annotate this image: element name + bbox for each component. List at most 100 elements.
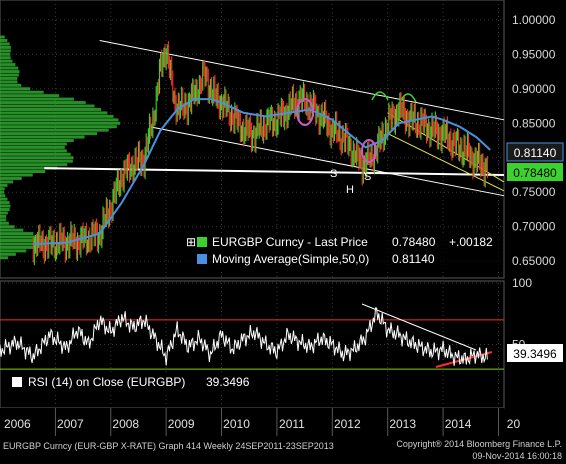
volume-profile-bar bbox=[0, 239, 47, 243]
rsi-y-tick: 100 bbox=[512, 276, 532, 290]
x-tick-label: 2008 bbox=[112, 417, 139, 431]
volume-profile-bar bbox=[0, 211, 8, 215]
x-axis: 2006 2007 2008 2009 2010 2011 2012 2013 2014 20 bbox=[0, 408, 520, 436]
head-label: H bbox=[346, 184, 354, 196]
volume-profile-bar bbox=[0, 107, 102, 111]
price-legend-bg bbox=[183, 233, 503, 271]
rsi-line bbox=[0, 307, 488, 366]
volume-profile bbox=[0, 35, 120, 260]
volume-profile-bar bbox=[0, 204, 11, 208]
highlight-ellipses bbox=[296, 98, 377, 163]
x-tick-label: 2013 bbox=[389, 417, 416, 431]
volume-profile-bar bbox=[0, 83, 22, 87]
last-price-badge: 0.81140 0.78480 bbox=[506, 142, 564, 181]
moving-average-line bbox=[33, 98, 491, 245]
legend-collapse-icon[interactable]: ⊞ bbox=[186, 235, 196, 249]
volume-profile-bar bbox=[0, 35, 5, 39]
volume-profile-bar bbox=[0, 56, 11, 60]
price-legend: ⊞ EURGBP Curncy - Last Price 0.78480 +.0… bbox=[183, 233, 503, 271]
volume-profile-bar bbox=[0, 187, 5, 191]
volume-profile-bar bbox=[0, 145, 65, 149]
volume-profile-bar bbox=[0, 156, 74, 160]
legend-ma-swatch bbox=[197, 254, 207, 264]
rsi-y-tick-labels: 10050 bbox=[512, 276, 532, 352]
volume-profile-bar bbox=[0, 70, 20, 74]
rsi-legend-bg bbox=[6, 372, 264, 392]
volume-profile-bar bbox=[0, 87, 31, 91]
lower-channel-line bbox=[149, 126, 505, 197]
volume-profile-bar bbox=[0, 128, 109, 132]
volume-profile-bar bbox=[0, 152, 71, 156]
price-y-tick: 0.85000 bbox=[512, 116, 556, 130]
volume-profile-bar bbox=[0, 166, 58, 170]
volume-profile-bar bbox=[0, 232, 34, 236]
x-tick-label: 2006 bbox=[4, 417, 31, 431]
legend-price-name: EURGBP Curncy - Last Price bbox=[212, 235, 368, 249]
volume-profile-bar bbox=[0, 66, 19, 70]
volume-profile-bar bbox=[0, 121, 120, 125]
price-y-tick: 0.65000 bbox=[512, 254, 556, 268]
legend-ma-last: 0.81140 bbox=[392, 252, 435, 266]
footer-left: EURGBP Curncy (EUR-GBP X-RATE) Graph 414… bbox=[3, 441, 334, 451]
volume-profile-bar bbox=[0, 59, 13, 63]
volume-profile-bar bbox=[0, 221, 9, 225]
volume-profile-bar bbox=[0, 201, 10, 205]
volume-profile-bar bbox=[0, 97, 74, 101]
volume-profile-bar bbox=[0, 90, 44, 94]
x-tick-label: 2009 bbox=[168, 417, 195, 431]
volume-profile-bar bbox=[0, 94, 60, 98]
price-y-tick: 0.75000 bbox=[512, 185, 556, 199]
volume-profile-bar bbox=[0, 104, 95, 108]
yellow-channel-upper bbox=[387, 112, 505, 183]
volume-profile-bar bbox=[0, 214, 7, 218]
highlight-ellipse-2 bbox=[361, 139, 377, 163]
volume-profile-bar bbox=[0, 256, 9, 260]
x-axis-band bbox=[0, 408, 504, 436]
rsi-panel: 10050 39.3496 RSI (14) on Close (EURGBP)… bbox=[0, 276, 563, 409]
rsi-legend: RSI (14) on Close (EURGBP) 39.3496 bbox=[6, 372, 264, 392]
volume-profile-bar bbox=[0, 142, 67, 146]
price-badge-bg bbox=[507, 163, 563, 181]
price-y-tick: 0.70000 bbox=[512, 220, 556, 234]
x-tick-label: 2007 bbox=[57, 417, 84, 431]
legend-price-change: +.00182 bbox=[449, 235, 493, 249]
top-arc-1 bbox=[371, 91, 389, 101]
legend-price-swatch bbox=[197, 237, 207, 247]
highlight-ellipse-1 bbox=[296, 98, 314, 126]
volume-profile-bar bbox=[0, 249, 27, 253]
volume-profile-bar bbox=[0, 252, 16, 256]
x-tick-label: 2012 bbox=[334, 417, 361, 431]
price-y-tick: 1.00000 bbox=[512, 13, 556, 27]
legend-ma-name: Moving Average(Simple,50,0) bbox=[212, 252, 369, 266]
shoulder-left-label: S bbox=[330, 168, 337, 180]
price-y-tick-labels: 1.000000.950000.900000.850000.800000.750… bbox=[512, 13, 556, 268]
volume-profile-bar bbox=[0, 180, 14, 184]
volume-profile-bar bbox=[0, 132, 98, 136]
volume-profile-bar bbox=[0, 111, 108, 115]
volume-profile-bar bbox=[0, 173, 33, 177]
footer-timestamp: 09-Nov-2014 16:00:18 bbox=[472, 451, 562, 461]
x-tick-label: 2014 bbox=[445, 417, 472, 431]
volume-profile-bar bbox=[0, 118, 119, 122]
footer: EURGBP Curncy (EUR-GBP X-RATE) Graph 414… bbox=[3, 439, 562, 461]
ma-badge-text: 0.81140 bbox=[514, 146, 557, 160]
volume-profile-bar bbox=[0, 42, 10, 46]
x-tick-label: 2011 bbox=[279, 417, 305, 431]
price-y-tick: 0.90000 bbox=[512, 82, 556, 96]
rsi-legend-swatch bbox=[12, 377, 22, 387]
volume-profile-bar bbox=[0, 207, 10, 211]
volume-profile-bar bbox=[0, 125, 117, 129]
x-tick-label: 20 bbox=[507, 417, 521, 431]
volume-profile-bar bbox=[0, 159, 73, 163]
volume-profile-bar bbox=[0, 163, 68, 167]
rsi-legend-name: RSI (14) on Close (EURGBP) bbox=[28, 375, 185, 389]
volume-profile-bar bbox=[0, 149, 67, 153]
price-y-tick: 0.95000 bbox=[512, 47, 556, 61]
x-tick-label: 2010 bbox=[223, 417, 250, 431]
volume-profile-bar bbox=[0, 242, 45, 246]
volume-profile-bar bbox=[0, 225, 15, 229]
volume-profile-bar bbox=[0, 170, 46, 174]
volume-profile-bar bbox=[0, 183, 8, 187]
volume-profile-bar bbox=[0, 218, 7, 222]
